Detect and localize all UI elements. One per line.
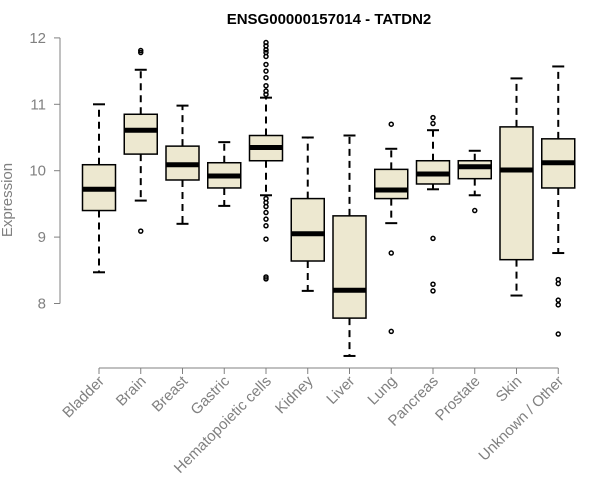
outlier-point (263, 68, 269, 74)
x-tick-label: Liver (323, 373, 358, 408)
outlier-point (263, 82, 269, 89)
outlier-point (263, 236, 269, 242)
outlier-point (472, 207, 478, 214)
y-tick-label: 9 (38, 229, 46, 246)
y-axis: 8 9 10 11 12 (29, 30, 61, 313)
outlier-point (263, 274, 269, 280)
outlier-point (430, 288, 436, 294)
outlier-point (263, 88, 269, 94)
x-tick-label: Breast (149, 372, 192, 415)
outlier-point (263, 195, 269, 202)
outlier-point (430, 281, 436, 287)
outlier-point (388, 250, 394, 256)
outlier-point (263, 61, 269, 68)
box-iqr (123, 113, 158, 155)
x-tick-label: Skin (493, 373, 526, 406)
y-tick-label: 12 (29, 30, 46, 47)
box-group (415, 114, 451, 294)
outlier-point (263, 209, 269, 216)
box-iqr (457, 159, 492, 180)
box-group (81, 103, 117, 274)
box-group (374, 121, 409, 335)
x-tick-label: Kidney (272, 372, 317, 417)
box-group (499, 77, 534, 297)
box-iqr (290, 197, 325, 262)
chart-title: ENSG00000157014 - TATDN2 (227, 11, 432, 28)
boxes-layer (81, 39, 576, 357)
outlier-point (555, 276, 561, 283)
box-group (207, 141, 242, 207)
box-group (457, 149, 492, 214)
x-tick-label: Bladder (59, 373, 108, 422)
outlier-point (138, 49, 144, 56)
outlier-point (263, 49, 269, 56)
outlier-point (388, 121, 394, 127)
x-tick-label: Prostate (432, 373, 484, 425)
outlier-point (263, 216, 269, 222)
box-group (290, 136, 325, 292)
outlier-point (555, 302, 561, 308)
outlier-point (430, 235, 436, 242)
box-group (165, 104, 200, 225)
outlier-point (263, 276, 269, 282)
outlier-point (263, 74, 269, 81)
box-iqr (332, 215, 367, 319)
box-group (248, 39, 284, 282)
outlier-point (555, 331, 561, 337)
outlier-point (430, 120, 436, 127)
box-iqr (499, 126, 534, 261)
y-axis-label: Expression (0, 163, 16, 237)
outlier-point (263, 39, 269, 46)
outlier-point (138, 47, 144, 54)
y-tick-label: 8 (38, 296, 46, 313)
y-tick-label: 10 (29, 163, 46, 180)
outlier-point (263, 223, 269, 229)
outlier-point (430, 114, 436, 121)
box-iqr (374, 168, 409, 200)
outlier-point (138, 228, 144, 234)
box-group (123, 47, 158, 234)
box-group (541, 65, 576, 337)
outlier-point (555, 297, 561, 303)
outlier-point (388, 328, 394, 335)
y-tick-label: 11 (30, 96, 46, 113)
box-group (332, 134, 367, 357)
x-tick-label: Lung (364, 373, 400, 409)
x-tick-label: Brain (113, 373, 150, 410)
